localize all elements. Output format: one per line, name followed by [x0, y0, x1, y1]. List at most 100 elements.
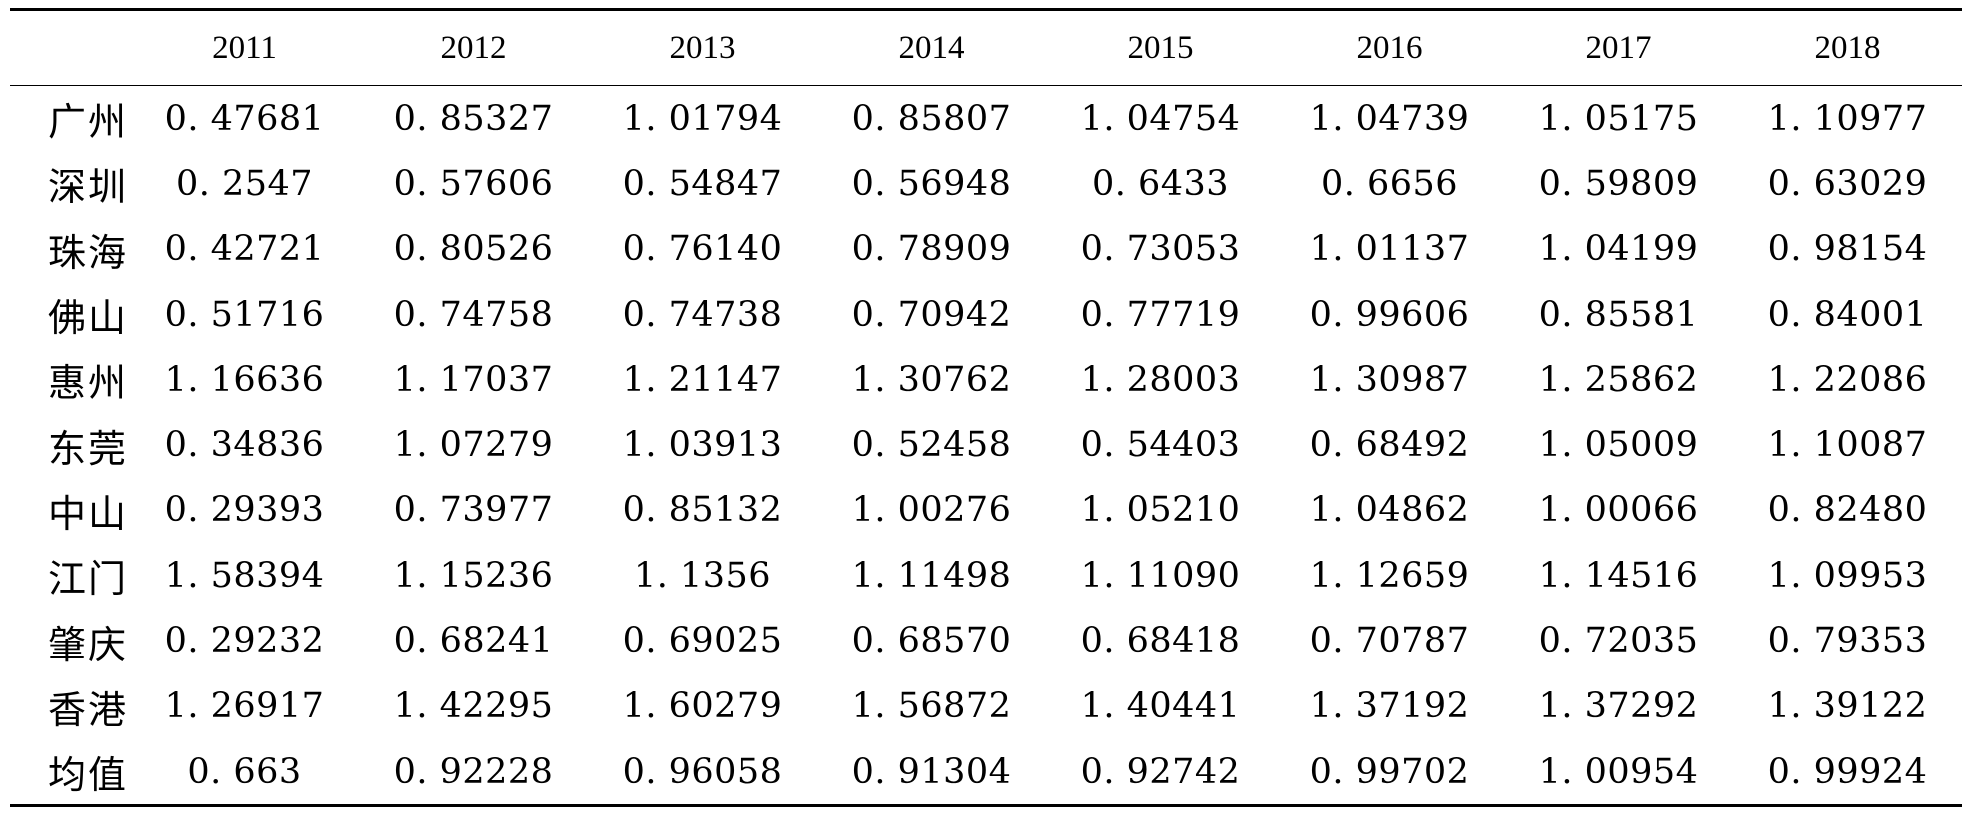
table-cell: 0. 74758 — [393, 294, 554, 335]
table-cell: 1. 37292 — [1538, 686, 1699, 727]
row-label: 广州 — [48, 100, 129, 145]
table-cell: 0. 68492 — [1309, 425, 1470, 466]
table-row: 深圳 0. 2547 0. 57606 0. 54847 0. 56948 0.… — [10, 151, 1962, 216]
table-row: 中山 0. 29393 0. 73977 0. 85132 1. 00276 1… — [10, 478, 1962, 543]
column-header: 2015 — [1127, 29, 1194, 66]
table-cell: 1. 1356 — [633, 555, 772, 596]
table-row: 惠州 1. 16636 1. 17037 1. 21147 1. 30762 1… — [10, 347, 1962, 412]
table-cell: 1. 12659 — [1309, 555, 1470, 596]
table-cell: 0. 78909 — [851, 229, 1012, 270]
table-cell: 1. 00066 — [1538, 490, 1699, 531]
table-row: 佛山 0. 51716 0. 74758 0. 74738 0. 70942 0… — [10, 282, 1962, 347]
table-cell: 0. 2547 — [175, 163, 314, 204]
table-cell: 1. 11498 — [851, 555, 1012, 596]
table-cell: 1. 04199 — [1538, 229, 1699, 270]
table-cell: 1. 25862 — [1538, 359, 1699, 400]
table-row: 东莞 0. 34836 1. 07279 1. 03913 0. 52458 0… — [10, 412, 1962, 477]
table-cell: 1. 40441 — [1080, 686, 1241, 727]
table-cell: 1. 09953 — [1767, 555, 1928, 596]
table-cell: 1. 14516 — [1538, 555, 1699, 596]
table-cell: 0. 47681 — [164, 98, 325, 139]
table-cell: 1. 21147 — [622, 359, 783, 400]
column-header: 2012 — [440, 29, 507, 66]
column-header: 2011 — [212, 29, 277, 66]
table-cell: 1. 42295 — [393, 686, 554, 727]
table-cell: 0. 99924 — [1767, 751, 1928, 792]
row-label: 均值 — [48, 753, 129, 798]
table-cell: 1. 16636 — [164, 359, 325, 400]
row-label: 东莞 — [48, 426, 129, 471]
table-cell: 0. 6433 — [1091, 163, 1230, 204]
table-cell: 0. 68570 — [851, 621, 1012, 662]
table-cell: 0. 84001 — [1767, 294, 1928, 335]
table-row: 珠海 0. 42721 0. 80526 0. 76140 0. 78909 0… — [10, 217, 1962, 282]
column-header: 2016 — [1356, 29, 1423, 66]
table-cell: 1. 04862 — [1309, 490, 1470, 531]
table-cell: 1. 30762 — [851, 359, 1012, 400]
table-row: 江门 1. 58394 1. 15236 1. 1356 1. 11498 1.… — [10, 543, 1962, 608]
table-row: 香港 1. 26917 1. 42295 1. 60279 1. 56872 1… — [10, 674, 1962, 739]
table-cell: 0. 74738 — [622, 294, 783, 335]
table-cell: 0. 69025 — [622, 621, 783, 662]
table-cell: 0. 57606 — [393, 163, 554, 204]
table-cell: 0. 85807 — [851, 98, 1012, 139]
row-label: 江门 — [48, 557, 129, 602]
data-table-container: 2011 2012 2013 2014 2015 2016 2017 2018 … — [10, 8, 1962, 807]
table-cell: 1. 00954 — [1538, 751, 1699, 792]
table-cell: 0. 92228 — [393, 751, 554, 792]
table-cell: 1. 01794 — [622, 98, 783, 139]
table-cell: 0. 29393 — [164, 490, 325, 531]
table-cell: 0. 99702 — [1309, 751, 1470, 792]
column-header: 2014 — [898, 29, 965, 66]
table-cell: 0. 85327 — [393, 98, 554, 139]
table-cell: 1. 10977 — [1767, 98, 1928, 139]
table-cell: 0. 73053 — [1080, 229, 1241, 270]
table-cell: 0. 79353 — [1767, 621, 1928, 662]
table-cell: 1. 56872 — [851, 686, 1012, 727]
row-label: 惠州 — [48, 361, 129, 406]
table-cell: 1. 05009 — [1538, 425, 1699, 466]
table-cell: 1. 10087 — [1767, 425, 1928, 466]
table-cell: 1. 37192 — [1309, 686, 1470, 727]
table-cell: 0. 29232 — [164, 621, 325, 662]
table-cell: 0. 77719 — [1080, 294, 1241, 335]
column-header: 2013 — [669, 29, 736, 66]
table-cell: 1. 26917 — [164, 686, 325, 727]
table-cell: 0. 85581 — [1538, 294, 1699, 335]
row-label: 佛山 — [48, 296, 129, 341]
table-cell: 0. 6656 — [1320, 163, 1459, 204]
table-cell: 1. 15236 — [393, 555, 554, 596]
table-cell: 0. 76140 — [622, 229, 783, 270]
table-cell: 1. 03913 — [622, 425, 783, 466]
table-cell: 1. 05210 — [1080, 490, 1241, 531]
table-cell: 0. 92742 — [1080, 751, 1241, 792]
table-cell: 0. 80526 — [393, 229, 554, 270]
column-header: 2017 — [1585, 29, 1652, 66]
table-cell: 1. 30987 — [1309, 359, 1470, 400]
table-cell: 0. 68418 — [1080, 621, 1241, 662]
table-cell: 0. 59809 — [1538, 163, 1699, 204]
table-cell: 0. 70787 — [1309, 621, 1470, 662]
table-cell: 1. 04739 — [1309, 98, 1470, 139]
table-cell: 1. 39122 — [1767, 686, 1928, 727]
table-cell: 1. 22086 — [1767, 359, 1928, 400]
table-cell: 0. 96058 — [622, 751, 783, 792]
table-cell: 0. 54847 — [622, 163, 783, 204]
table-cell: 1. 01137 — [1309, 229, 1470, 270]
column-header: 2018 — [1814, 29, 1881, 66]
table-cell: 1. 05175 — [1538, 98, 1699, 139]
table-cell: 0. 56948 — [851, 163, 1012, 204]
row-label: 深圳 — [48, 165, 129, 210]
table-cell: 0. 51716 — [164, 294, 325, 335]
table-cell: 0. 34836 — [164, 425, 325, 466]
table-cell: 0. 82480 — [1767, 490, 1928, 531]
data-table: 2011 2012 2013 2014 2015 2016 2017 2018 … — [10, 8, 1962, 807]
table-cell: 0. 72035 — [1538, 621, 1699, 662]
table-cell: 0. 54403 — [1080, 425, 1241, 466]
table-cell: 0. 52458 — [851, 425, 1012, 466]
row-label: 珠海 — [48, 230, 129, 275]
table-cell: 0. 99606 — [1309, 294, 1470, 335]
table-row: 肇庆 0. 29232 0. 68241 0. 69025 0. 68570 0… — [10, 608, 1962, 673]
table-cell: 0. 70942 — [851, 294, 1012, 335]
table-cell: 0. 42721 — [164, 229, 325, 270]
